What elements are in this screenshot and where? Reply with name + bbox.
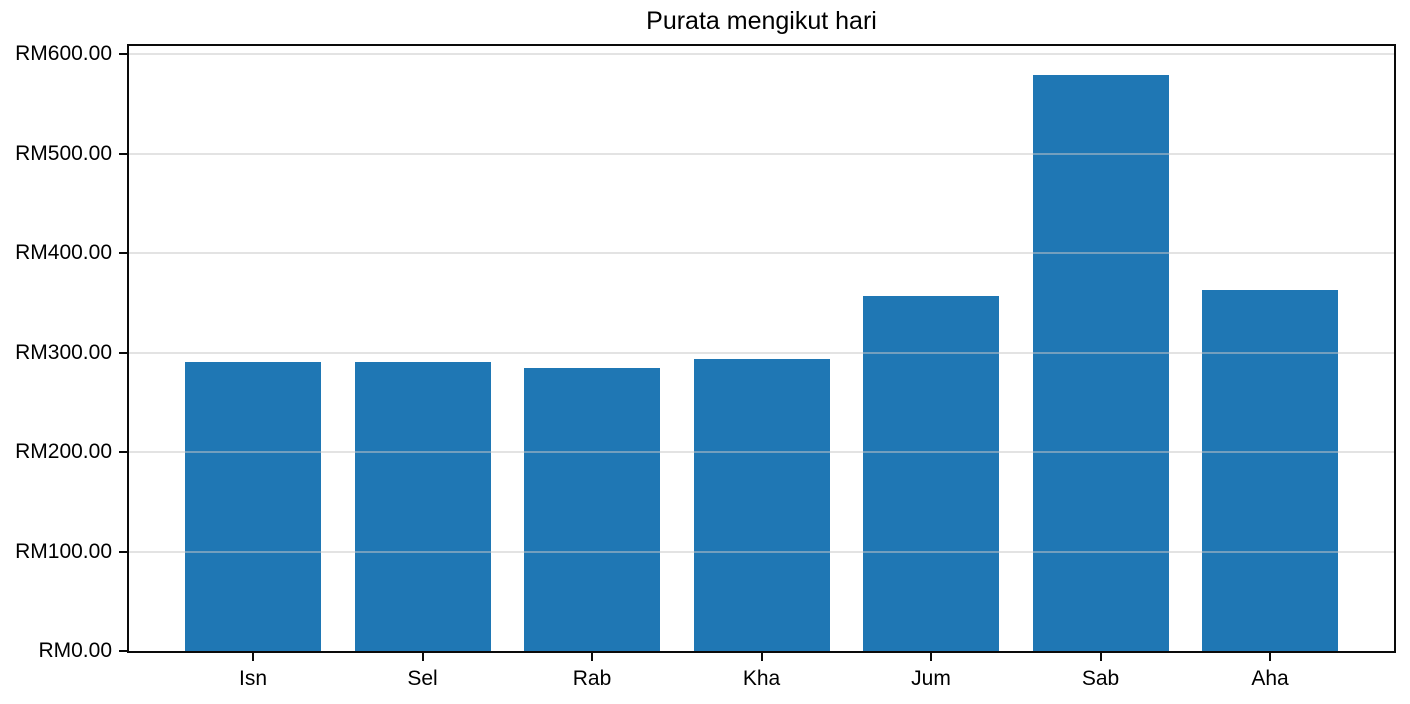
bar-sab (1033, 74, 1169, 651)
gridline-100 (129, 550, 1394, 553)
bar-sel (355, 362, 491, 651)
x-tick-label-sab: Sab (1081, 667, 1120, 690)
bar-rab (524, 368, 660, 651)
x-tick-mark-jum (930, 653, 932, 661)
bar-aha (1202, 289, 1338, 651)
y-tick-mark-100 (119, 550, 127, 553)
y-tick-label-100: RM100.00 (15, 539, 112, 563)
x-tick-mark-kha (760, 653, 763, 661)
plot-area (127, 44, 1396, 653)
y-tick-label-500: RM500.00 (15, 141, 112, 165)
x-tick-label-jum: Jum (911, 667, 951, 690)
x-tick-label-rab: Rab (572, 667, 612, 690)
x-tick-mark-isn (252, 653, 254, 661)
x-tick-mark-sel (421, 653, 424, 661)
bar-jum (863, 295, 999, 651)
y-tick-label-400: RM400.00 (15, 241, 112, 264)
bar-kha (694, 359, 830, 651)
y-tick-mark-500 (119, 152, 127, 155)
y-tick-mark-300 (119, 351, 127, 354)
x-tick-label-kha: Kha (742, 667, 781, 690)
bar-isn (185, 362, 321, 651)
y-tick-mark-0 (119, 650, 127, 652)
chart-title: Purata mengikut hari (646, 7, 877, 35)
y-tick-label-300: RM300.00 (15, 340, 112, 364)
gridline-600 (129, 53, 1394, 55)
gridline-200 (129, 451, 1394, 453)
gridline-500 (129, 152, 1394, 155)
gridline-400 (129, 252, 1394, 254)
y-tick-mark-600 (119, 53, 127, 55)
x-tick-mark-rab (591, 653, 593, 661)
x-tick-label-isn: Isn (238, 667, 267, 690)
y-tick-label-600: RM600.00 (15, 42, 112, 65)
y-tick-mark-200 (119, 451, 127, 453)
y-tick-label-0: RM0.00 (38, 639, 112, 662)
y-tick-label-200: RM200.00 (15, 440, 112, 463)
x-tick-label-sel: Sel (407, 667, 438, 690)
y-tick-mark-400 (119, 252, 127, 254)
x-tick-mark-aha (1269, 653, 1271, 661)
gridline-300 (129, 351, 1394, 354)
x-tick-mark-sab (1099, 653, 1102, 661)
x-tick-label-aha: Aha (1251, 667, 1289, 690)
